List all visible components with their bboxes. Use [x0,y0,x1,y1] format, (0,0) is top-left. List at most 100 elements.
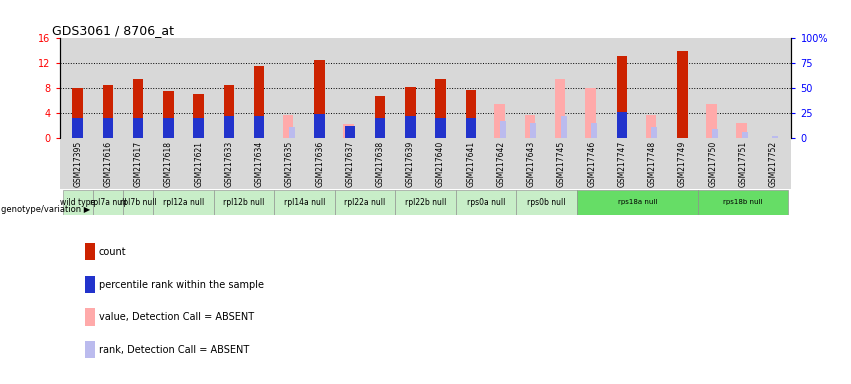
Bar [224,85,234,138]
Text: GSM217641: GSM217641 [466,141,476,187]
Text: rank, Detection Call = ABSENT: rank, Detection Call = ABSENT [99,345,249,355]
Bar [500,121,506,138]
Text: rps0a null: rps0a null [467,198,505,207]
Bar [736,122,747,138]
Text: rpl12a null: rpl12a null [163,198,204,207]
Text: wild type: wild type [60,198,95,207]
Bar [72,118,83,138]
Text: rpl7b null: rpl7b null [120,198,157,207]
Text: GSM217621: GSM217621 [194,141,203,187]
Text: rps18a null: rps18a null [618,199,657,205]
Bar [72,88,83,138]
Bar [193,94,204,138]
Text: rpl7a null: rpl7a null [89,198,126,207]
Text: genotype/variation ▶: genotype/variation ▶ [1,205,90,214]
Bar [436,79,446,138]
Text: GSM217749: GSM217749 [678,141,687,187]
Text: GSM217636: GSM217636 [315,141,324,187]
Bar [561,116,567,138]
Bar [517,190,577,215]
Bar [395,190,456,215]
Bar [712,129,718,138]
Bar [617,112,627,138]
Text: GSM217750: GSM217750 [708,141,717,187]
Text: value, Detection Call = ABSENT: value, Detection Call = ABSENT [99,312,254,322]
Text: GSM217642: GSM217642 [497,141,505,187]
Bar [591,122,597,138]
Bar [698,190,788,215]
Bar [530,122,536,138]
Text: GDS3061 / 8706_at: GDS3061 / 8706_at [52,24,174,37]
Text: GSM217616: GSM217616 [104,141,112,187]
Bar [465,89,477,138]
Bar [288,127,294,138]
Bar [706,104,717,138]
Bar [314,114,325,138]
Bar [617,56,627,138]
Text: GSM217748: GSM217748 [648,141,657,187]
Bar [93,190,123,215]
Bar [465,118,477,138]
Bar [254,116,265,138]
Bar [577,190,698,215]
Bar [677,51,688,138]
Text: GSM217745: GSM217745 [557,141,566,187]
Bar [651,127,658,138]
Bar [163,91,174,138]
Bar [742,132,748,138]
Text: rps18b null: rps18b null [723,199,762,205]
Text: GSM217618: GSM217618 [164,141,173,187]
Text: percentile rank within the sample: percentile rank within the sample [99,280,264,290]
Text: GSM217643: GSM217643 [527,141,536,187]
Text: rpl12b null: rpl12b null [223,198,265,207]
Bar [133,79,144,138]
Bar [314,60,325,138]
Bar [274,190,334,215]
Text: GSM217635: GSM217635 [285,141,294,187]
Bar [103,118,113,138]
Bar [123,190,153,215]
Text: count: count [99,247,126,257]
Text: rpl22b null: rpl22b null [405,198,446,207]
Bar [343,124,354,138]
Bar [374,96,386,138]
Text: rps0b null: rps0b null [528,198,566,207]
Bar [349,129,355,138]
Bar [163,118,174,138]
Bar [214,190,274,215]
Text: rpl14a null: rpl14a null [284,198,325,207]
Bar [345,126,355,138]
Text: GSM217639: GSM217639 [406,141,415,187]
Text: GSM217752: GSM217752 [768,141,778,187]
Bar [524,115,535,138]
Bar [193,118,204,138]
Bar [646,115,656,138]
Bar [254,66,265,138]
Text: GSM217633: GSM217633 [225,141,233,187]
Text: GSM217640: GSM217640 [436,141,445,187]
Text: GSM217751: GSM217751 [739,141,747,187]
Text: GSM217638: GSM217638 [375,141,385,187]
Bar [585,88,596,138]
Text: GSM217747: GSM217747 [618,141,626,187]
Bar [773,136,779,138]
Bar [456,190,517,215]
Bar [283,115,294,138]
Bar [63,190,93,215]
Bar [494,104,505,138]
Text: GSM217617: GSM217617 [134,141,143,187]
Bar [103,85,113,138]
Text: GSM217395: GSM217395 [73,141,83,187]
Bar [224,116,234,138]
Text: GSM217634: GSM217634 [254,141,264,187]
Bar [133,118,144,138]
Bar [436,118,446,138]
Text: GSM217746: GSM217746 [587,141,597,187]
Bar [555,79,565,138]
Bar [405,116,415,138]
Bar [153,190,214,215]
Bar [374,118,386,138]
Text: rpl22a null: rpl22a null [345,198,386,207]
Text: GSM217637: GSM217637 [346,141,354,187]
Bar [334,190,395,215]
